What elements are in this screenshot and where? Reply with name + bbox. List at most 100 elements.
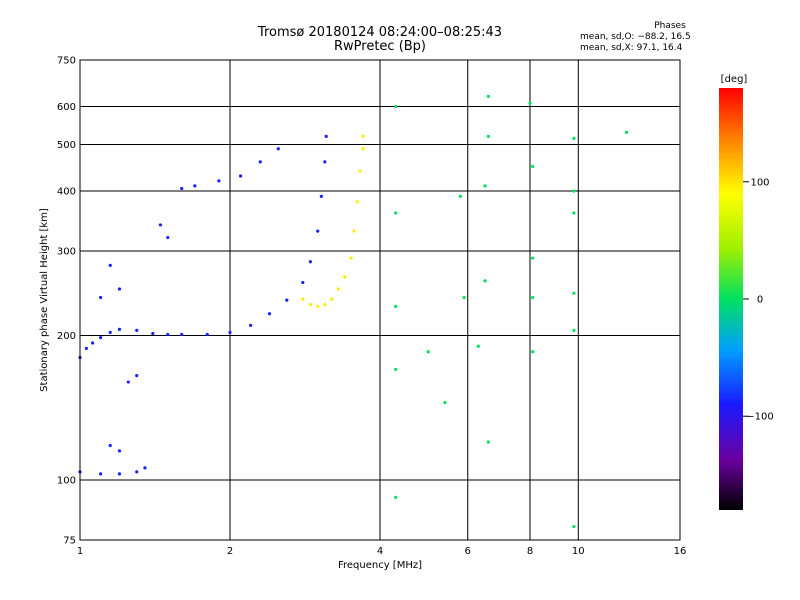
data-point [91,341,95,345]
data-point [126,380,130,384]
data-point [394,367,398,372]
data-point [572,211,576,215]
data-point [394,495,398,500]
data-point [361,134,365,138]
data-point [531,295,535,300]
data-point [301,280,305,285]
data-point [531,164,535,169]
data-point [166,235,170,240]
data-point [217,179,221,183]
x-tick-label: 1 [77,546,83,557]
data-point [483,279,487,283]
data-point [358,169,362,173]
data-point [117,472,122,476]
data-point [285,298,289,302]
data-point [572,524,576,529]
y-tick-label: 100 [57,476,76,487]
data-point [572,291,576,295]
data-point [135,374,139,378]
x-tick-label: 16 [674,546,687,557]
data-point [108,330,112,335]
data-point [99,472,103,476]
data-point [205,332,209,337]
data-point [486,94,490,98]
chart-subtitle: RwPretec (Bp) [333,39,427,54]
data-point [117,449,122,453]
data-point [258,160,262,164]
y-tick-label: 75 [63,536,76,547]
data-point [228,330,232,335]
data-point [486,134,490,138]
data-point [108,443,112,448]
data-point [267,312,272,316]
data-point [462,295,466,300]
data-point [158,223,163,227]
data-point [572,328,576,332]
data-point [99,336,103,340]
data-point [443,400,447,405]
stats-o-line: mean, sd,O: −88.2, 16.5 [580,32,691,42]
data-point [166,332,170,337]
phase-stats: Phases mean, sd,O: −88.2, 16.5 mean, sd,… [580,21,720,54]
data-point [308,260,313,264]
data-point [135,470,139,474]
data-point [99,295,103,300]
stats-x-line: mean, sd,X: 97.1, 16.4 [580,43,683,53]
grid-lines [80,60,680,540]
data-point [355,200,359,204]
data-point [426,350,430,354]
data-point [276,147,280,151]
colorbar-label: [deg] [721,74,748,85]
data-point [336,287,340,291]
data-point [180,332,184,337]
data-point [316,304,320,309]
data-point [458,194,463,198]
data-point [361,147,365,151]
data-point [238,174,243,178]
data-point [394,211,398,215]
data-point [531,256,535,260]
data-point [319,194,323,198]
data-point [180,186,184,191]
colorbar-tick-label: 0 [757,295,763,306]
data-point [572,136,576,140]
data-point [476,344,480,348]
data-point [324,134,328,138]
y-tick-label: 600 [57,102,76,113]
data-point [486,440,490,444]
data-point [301,297,305,301]
chart-title: Tromsø 20180124 08:24:00–08:25:43 [257,25,503,40]
data-point [316,229,320,233]
data-point [343,275,347,279]
x-tick-label: 2 [227,546,233,557]
data-point [249,323,253,327]
stats-heading: Phases [654,21,686,31]
data-point [572,189,576,193]
y-tick-label: 400 [57,187,76,198]
data-point [135,328,139,332]
colorbar [719,88,743,510]
y-tick-label: 750 [57,56,76,67]
data-point [323,302,327,307]
data-point [308,302,313,307]
data-point [349,256,353,260]
data-point [394,104,398,109]
data-point [528,101,532,105]
data-point [352,229,356,233]
plot-frame [79,59,681,541]
y-tick-label: 200 [57,331,76,342]
colorbar-ticks: 100 0 −100 [743,177,774,423]
y-axis-label: Stationary phase Virtual Height [km] [39,208,50,392]
x-axis-label: Frequency [MHz] [338,560,422,571]
y-tick-labels: 75 100 200 300 400 500 600 750 [57,56,76,547]
colorbar-tick-label: −100 [746,412,773,423]
y-tick-label: 300 [57,247,76,258]
data-point [108,263,112,267]
x-tick-label: 8 [527,546,533,557]
data-point [117,287,122,291]
x-tick-labels: 1 2 4 6 8 10 16 [77,546,687,557]
data-points [78,94,629,529]
x-tick-label: 10 [572,546,585,557]
data-point [531,350,535,354]
